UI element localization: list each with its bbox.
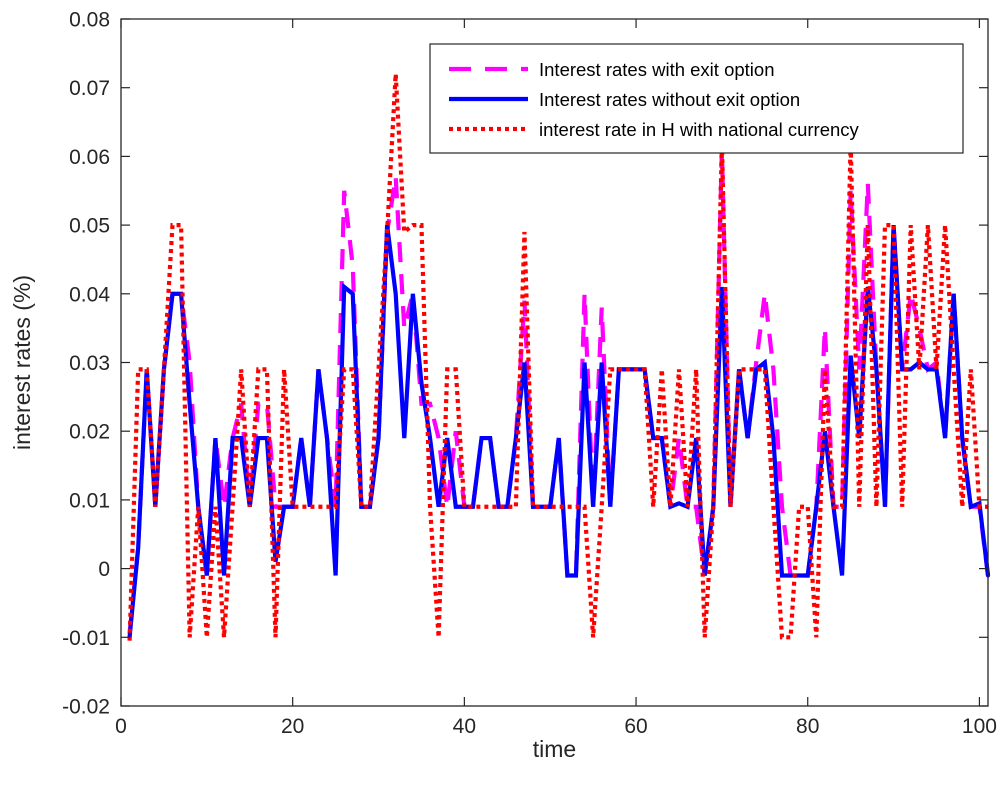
series-line-3 [127, 73, 988, 641]
x-tick-label: 40 [453, 715, 476, 738]
legend-entries: Interest rates with exit option Interest … [449, 59, 860, 140]
x-tick-label: 20 [281, 715, 304, 738]
x-tick-label: 60 [624, 715, 647, 738]
y-tick-label: 0.03 [69, 352, 110, 375]
x-tick-label: 0 [115, 715, 127, 738]
legend-label-1: Interest rates with exit option [539, 59, 774, 80]
y-tick-label: 0.04 [69, 283, 110, 306]
y-tick-label: 0.06 [69, 146, 110, 169]
y-tick-label: 0.08 [69, 9, 110, 32]
y-tick-label: 0.01 [69, 489, 110, 512]
y-axis-label: interest rates (%) [9, 275, 35, 450]
legend: Interest rates with exit option Interest … [429, 43, 964, 154]
legend-label-2: Interest rates without exit option [539, 89, 800, 110]
y-tick-label: -0.01 [62, 627, 110, 650]
ticks-layer: 0 20 40 60 80 100 -0.02 -0.01 0 0.01 0.02 0.03 0.04 0… [62, 9, 997, 739]
x-tick-label: 100 [962, 715, 997, 738]
y-tick-label: -0.02 [62, 696, 110, 719]
y-tick-label: 0.02 [69, 421, 110, 444]
series-layer [127, 73, 991, 641]
legend-label-3: interest rate in H with national currenc… [539, 119, 860, 140]
x-axis-label: time [533, 736, 576, 762]
y-tick-label: 0 [98, 558, 110, 581]
y-tick-label: 0.07 [69, 77, 110, 100]
y-tick-label: 0.05 [69, 215, 110, 238]
x-tick-label: 80 [796, 715, 819, 738]
